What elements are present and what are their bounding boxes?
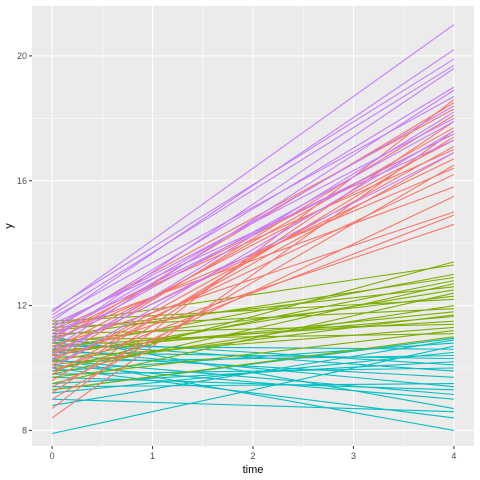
series-line-red-46 — [51, 164, 455, 400]
series-line-red-51 — [51, 214, 455, 372]
series-line-red-50 — [51, 152, 455, 375]
x-tick-label: 1 — [150, 451, 155, 461]
x-tick-label: 4 — [451, 451, 456, 461]
series-line-green-43 — [51, 283, 455, 375]
series-line-green-23 — [51, 292, 455, 385]
y-axis-title: y — [3, 223, 15, 229]
series-line-purple-74 — [51, 117, 455, 328]
series-line-purple-71 — [51, 105, 455, 338]
series-line-red-59 — [51, 211, 455, 347]
series-line-green-22 — [52, 336, 454, 391]
series-line-green-36 — [52, 276, 454, 338]
series-line-red-49 — [51, 136, 455, 381]
series-line-purple-76 — [51, 49, 455, 322]
series-line-red-55 — [51, 223, 455, 360]
y-tick-label: 20 — [17, 51, 27, 61]
x-tick-label: 0 — [50, 451, 55, 461]
major-gridlines — [32, 6, 474, 446]
y-tick-label: 8 — [22, 425, 27, 435]
series-line-cyan-6 — [52, 376, 454, 391]
x-tick-label: 2 — [250, 451, 255, 461]
series-line-red-65 — [51, 108, 455, 328]
series-line-red-52 — [51, 145, 455, 369]
series-line-green-35 — [52, 333, 454, 341]
series-line-red-53 — [51, 174, 455, 366]
series-line-purple-79 — [51, 24, 455, 313]
series-line-purple-78 — [51, 64, 455, 316]
y-tick-label: 16 — [17, 176, 27, 186]
series-line-purple-81 — [51, 152, 455, 355]
y-axis: 8 12 16 20 — [17, 51, 32, 435]
series-line-cyan-9 — [52, 367, 454, 419]
x-axis: 0 1 2 3 4 — [50, 446, 456, 461]
series-line-purple-75 — [51, 139, 455, 325]
series-line-purple-80 — [51, 58, 455, 311]
series-line-red-58 — [51, 139, 455, 350]
series-line-purple-77 — [51, 96, 455, 319]
series-line-purple-72 — [51, 133, 455, 335]
series-line-green-29 — [52, 326, 454, 360]
series-line-green-34 — [52, 295, 454, 344]
series-lines — [51, 24, 455, 435]
x-axis-title: time — [243, 464, 264, 476]
y-tick-label: 12 — [17, 301, 27, 311]
series-line-purple-73 — [51, 86, 455, 332]
series-line-red-61 — [51, 167, 455, 341]
series-line-cyan-4 — [52, 383, 454, 388]
series-line-purple-70 — [51, 67, 455, 341]
series-line-cyan-21 — [52, 359, 454, 396]
series-line-cyan-7 — [52, 367, 454, 375]
series-line-cyan-16 — [52, 345, 454, 350]
series-line-red-63 — [51, 186, 455, 335]
series-line-red-44 — [51, 130, 455, 419]
x-tick-label: 3 — [351, 451, 356, 461]
